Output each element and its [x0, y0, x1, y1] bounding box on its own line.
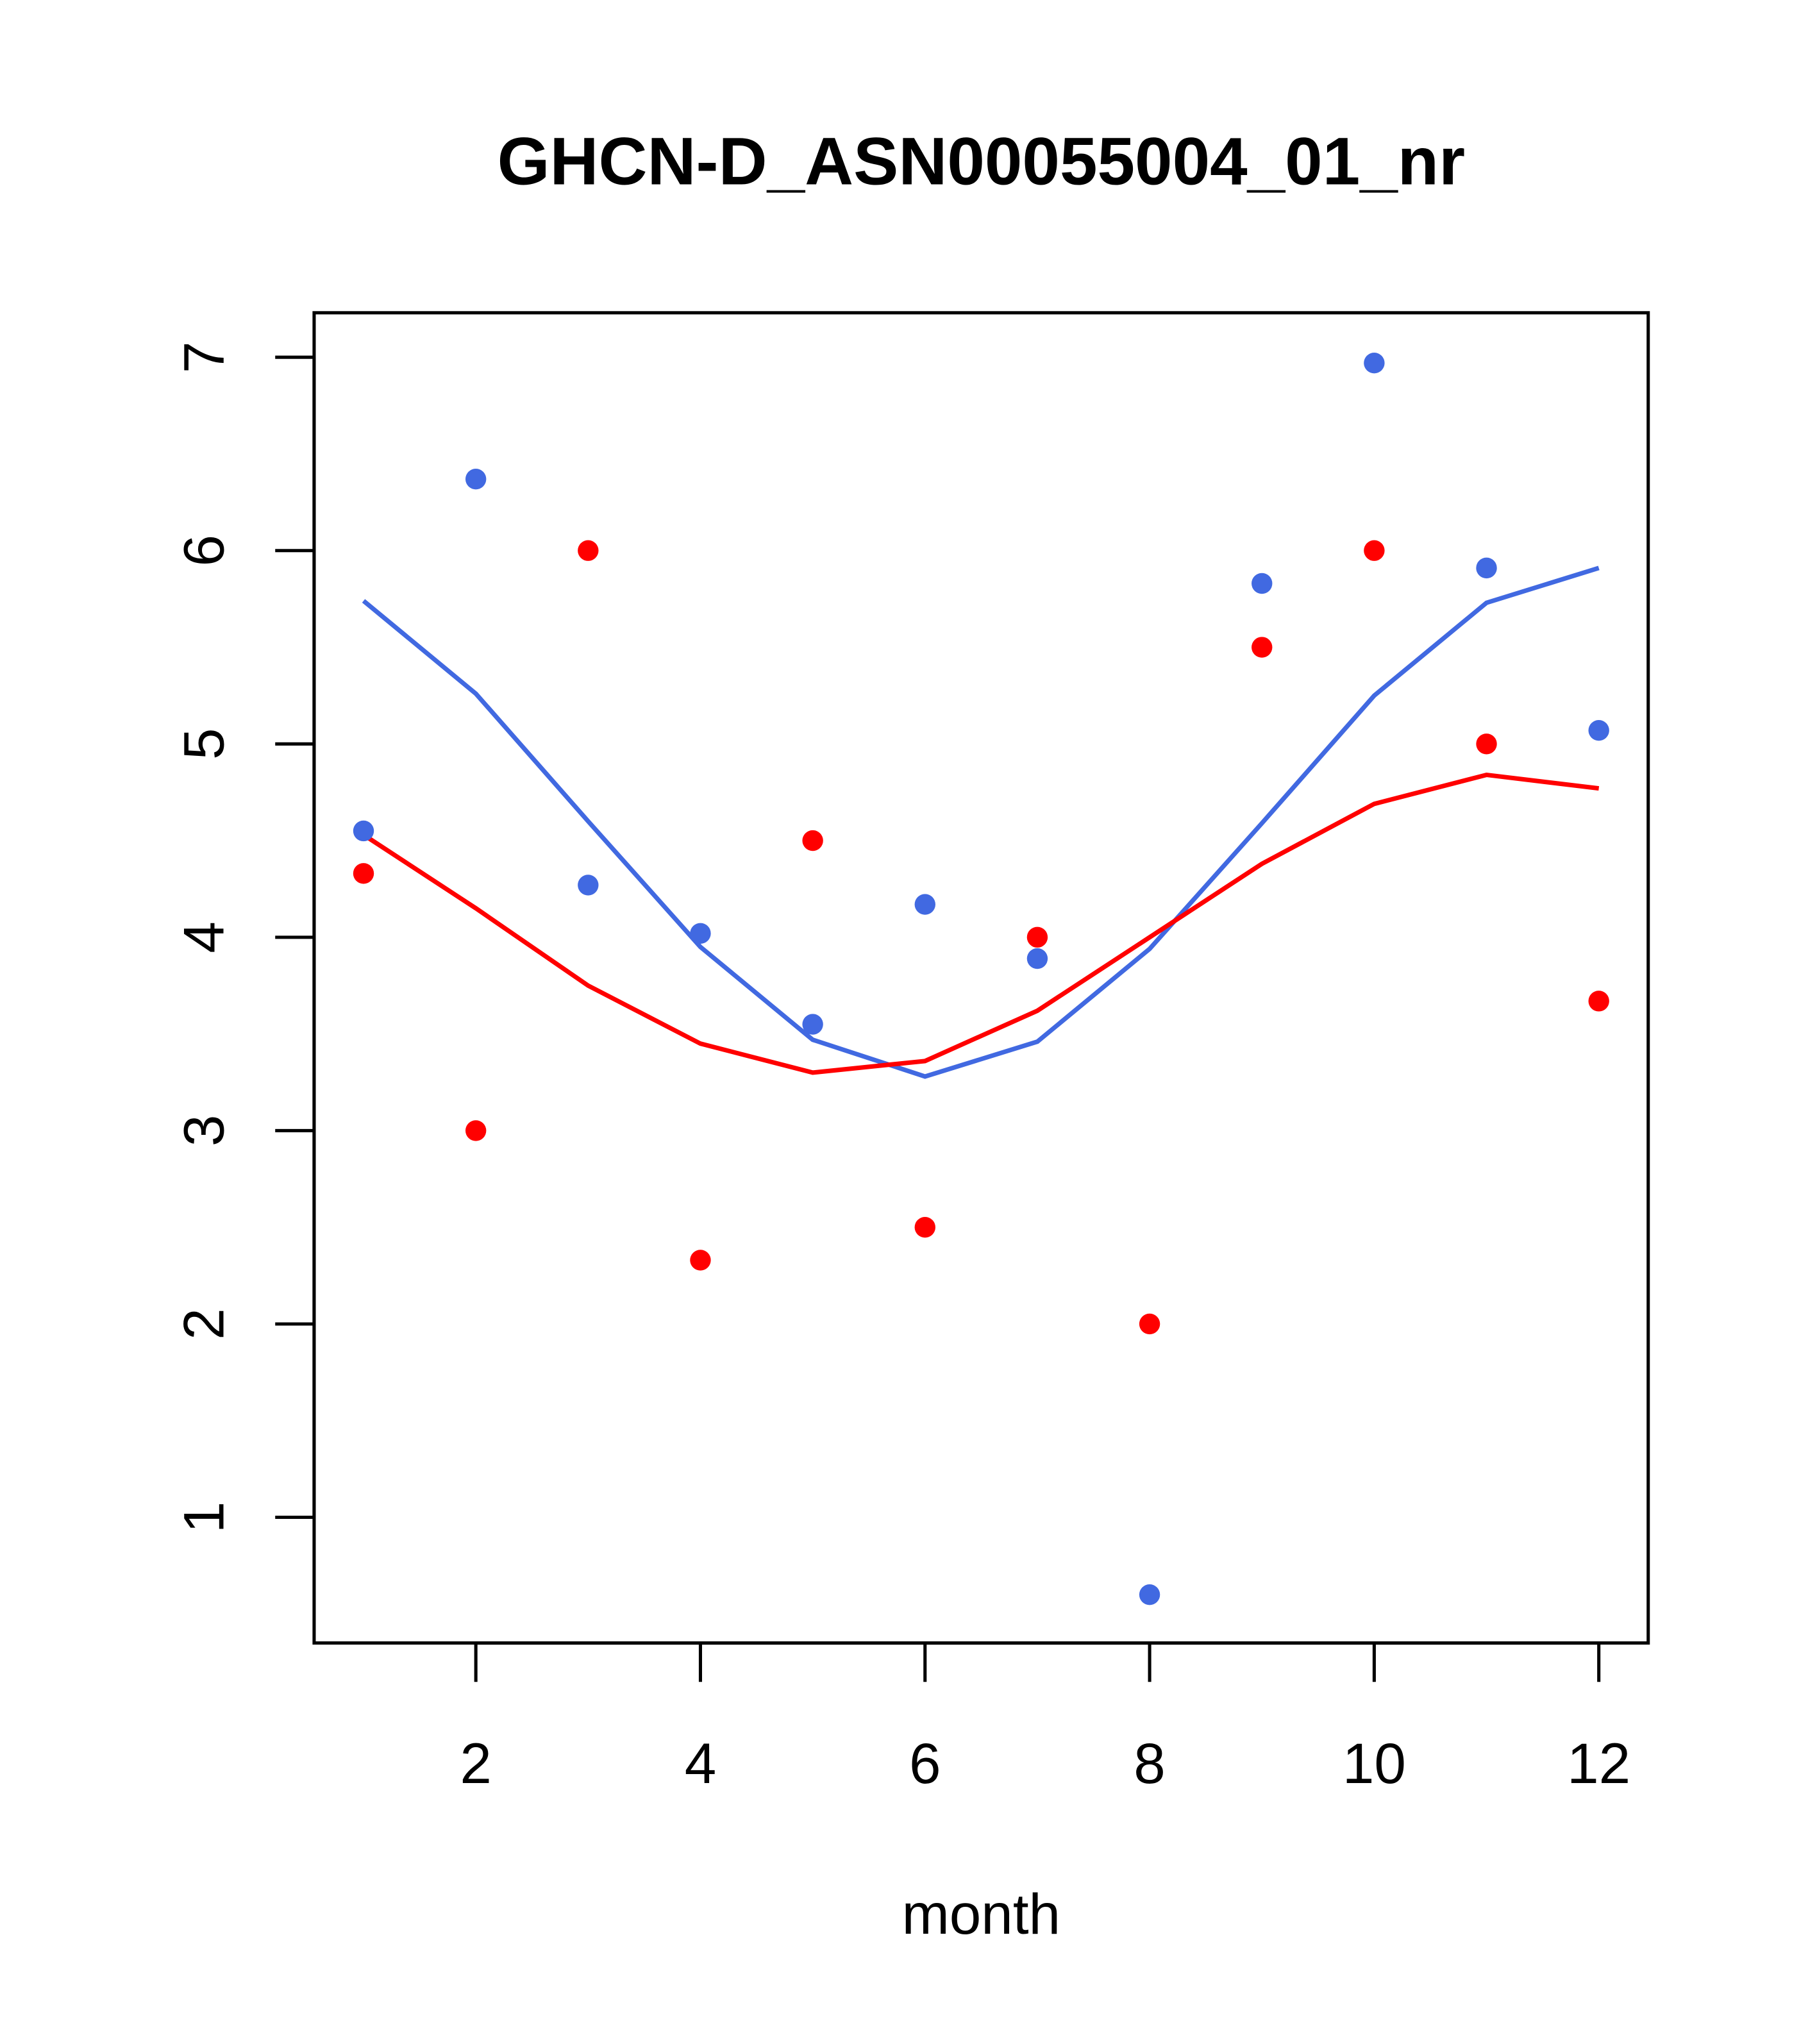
data-point	[353, 863, 374, 884]
series-line	[362, 565, 1600, 1079]
x-tick-label: 6	[909, 1731, 941, 1795]
data-point	[1588, 991, 1609, 1012]
data-point	[1364, 540, 1385, 561]
x-tick-label: 12	[1567, 1731, 1630, 1795]
data-point	[578, 875, 599, 896]
y-tick-label: 3	[171, 1115, 235, 1147]
data-point	[1252, 573, 1273, 594]
data-point	[914, 894, 935, 915]
x-tick-label: 10	[1343, 1731, 1406, 1795]
y-tick-label: 1	[171, 1502, 235, 1534]
data-point	[578, 540, 599, 561]
data-point	[1588, 719, 1609, 741]
data-point	[465, 468, 487, 490]
data-point	[1476, 557, 1497, 579]
x-tick-label: 4	[685, 1731, 717, 1795]
data-point	[1139, 1584, 1160, 1605]
y-tick-label: 5	[171, 728, 235, 760]
y-tick-label: 6	[171, 535, 235, 567]
chart-title: GHCN-D_ASN00055004_01_nr	[498, 124, 1465, 199]
data-point	[802, 1014, 823, 1035]
data-point	[690, 1250, 711, 1271]
series-layer	[353, 353, 1609, 1605]
data-point	[1026, 948, 1048, 969]
y-tick-label: 7	[171, 341, 235, 373]
y-tick-label: 2	[171, 1308, 235, 1340]
data-point	[1364, 353, 1385, 374]
plot-frame	[312, 311, 1650, 1645]
x-tick-label: 8	[1134, 1731, 1166, 1795]
data-point	[1139, 1313, 1160, 1335]
data-point	[1252, 637, 1273, 658]
data-point	[1476, 733, 1497, 755]
data-point	[353, 820, 374, 842]
data-point	[465, 1120, 487, 1141]
data-point	[802, 830, 823, 851]
y-axis: 1 2 3 4 5 6 7	[171, 341, 316, 1534]
x-axis-label: month	[902, 1882, 1061, 1946]
series-line	[362, 772, 1600, 1075]
data-point	[690, 923, 711, 944]
y-tick-label: 4	[171, 921, 235, 953]
x-axis: 2 4 6 8 10 12	[460, 1641, 1630, 1795]
data-point	[1026, 926, 1048, 948]
data-point	[914, 1216, 935, 1238]
x-tick-label: 2	[460, 1731, 492, 1795]
